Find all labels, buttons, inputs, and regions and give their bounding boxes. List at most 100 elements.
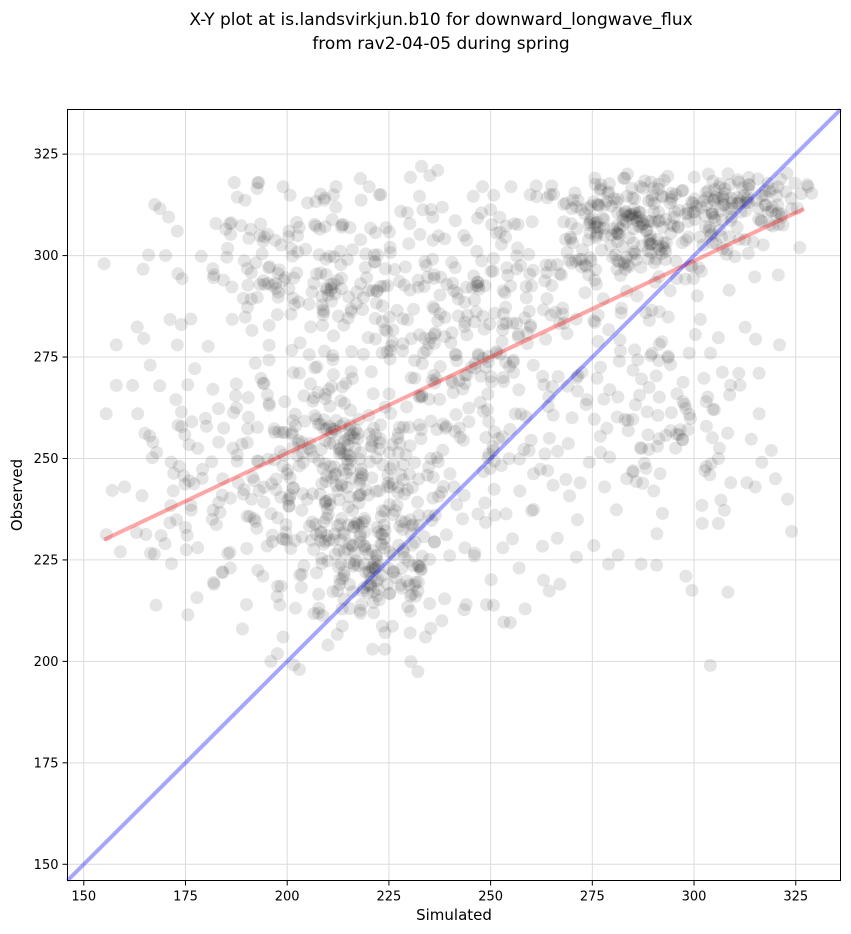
scatter-point: [597, 392, 611, 406]
scatter-point: [573, 476, 587, 490]
scatter-point: [761, 205, 775, 219]
scatter-point: [758, 198, 772, 212]
scatter-point: [354, 606, 367, 620]
scatter-point: [459, 598, 473, 612]
scatter-point: [290, 215, 304, 229]
scatter-point: [216, 273, 230, 287]
scatter-point: [433, 392, 446, 406]
scatter-point: [386, 564, 400, 578]
scatter-point: [415, 390, 429, 404]
scatter-point: [523, 188, 537, 202]
scatter-point: [241, 422, 255, 436]
scatter-point: [199, 411, 212, 425]
scatter-point: [636, 476, 650, 490]
scatter-point: [354, 233, 368, 247]
scatter-point: [537, 378, 551, 392]
scatter-point: [319, 494, 333, 508]
scatter-point: [405, 519, 419, 533]
scatter-point: [323, 249, 337, 263]
scatter-point: [764, 443, 778, 457]
scatter-point: [651, 232, 665, 246]
scatter-point: [633, 205, 647, 219]
scatter-point: [371, 560, 385, 574]
scatter-point: [384, 344, 397, 358]
scatter-point: [353, 477, 367, 491]
x-tick-label: 250: [478, 890, 503, 905]
scatter-point: [337, 528, 351, 542]
scatter-point: [271, 579, 285, 593]
x-tick-label: 275: [580, 890, 605, 905]
scatter-point: [240, 542, 254, 555]
scatter-point: [257, 377, 271, 391]
scatter-point: [494, 347, 507, 361]
scatter-point: [597, 213, 611, 227]
scatter-point: [378, 504, 392, 518]
scatter-point: [773, 338, 786, 352]
scatter-point: [546, 478, 560, 492]
scatter-point: [190, 591, 204, 605]
scatter-point: [274, 238, 288, 252]
scatter-point: [755, 455, 769, 469]
scatter-point: [428, 302, 441, 316]
scatter-point: [429, 372, 443, 386]
scatter-point: [612, 354, 626, 368]
scatter-point: [618, 204, 632, 218]
scatter-point: [179, 521, 192, 534]
scatter-point: [723, 388, 737, 402]
scatter-point: [537, 573, 550, 587]
scatter-point: [257, 495, 271, 509]
scatter-point: [667, 210, 681, 224]
scatter-point: [460, 368, 474, 382]
scatter-point: [323, 420, 337, 434]
scatter-point: [664, 358, 677, 372]
scatter-point: [423, 597, 437, 611]
scatter-point: [130, 526, 143, 539]
scatter-point: [690, 289, 704, 303]
scatter-point: [706, 174, 720, 188]
scatter-point: [469, 305, 483, 319]
scatter-point: [309, 219, 323, 233]
data-points: [97, 159, 819, 679]
scatter-point: [775, 207, 788, 221]
scatter-point: [650, 439, 664, 453]
scatter-point: [438, 232, 452, 246]
scatter-point: [685, 583, 699, 597]
scatter-point: [332, 560, 345, 574]
scatter-point: [402, 578, 416, 592]
scatter-point: [524, 433, 538, 447]
scatter-point: [587, 314, 601, 328]
scatter-point: [448, 214, 462, 228]
scatter-point: [249, 256, 263, 270]
scatter-point: [564, 217, 578, 231]
scatter-point: [312, 601, 326, 615]
scatter-point: [728, 250, 742, 263]
scatter-point: [630, 253, 643, 267]
scatter-point: [354, 466, 368, 480]
scatter-point: [250, 290, 264, 304]
scatter-point: [669, 441, 683, 455]
y-tick-label: 275: [34, 351, 59, 366]
scatter-point: [630, 214, 644, 228]
scatter-point: [627, 202, 641, 216]
scatter-point: [426, 252, 439, 266]
scatter-point: [770, 189, 784, 203]
scatter-point: [424, 331, 438, 345]
scatter-point: [369, 484, 383, 498]
scatter-point: [362, 566, 376, 580]
scatter-point: [270, 589, 284, 603]
scatter-point: [667, 219, 681, 233]
scatter-point: [370, 574, 383, 588]
scatter-point: [352, 559, 366, 573]
scatter-point: [317, 422, 331, 436]
scatter-point: [174, 318, 188, 332]
scatter-point: [508, 407, 522, 421]
scatter-point: [369, 451, 383, 465]
scatter-point: [451, 309, 465, 323]
scatter-point: [365, 440, 379, 454]
scatter-point: [335, 619, 349, 633]
scatter-point: [318, 392, 332, 406]
scatter-point: [611, 192, 625, 206]
scatter-point: [285, 343, 299, 357]
scatter-point: [611, 218, 624, 232]
scatter-point: [480, 598, 493, 612]
